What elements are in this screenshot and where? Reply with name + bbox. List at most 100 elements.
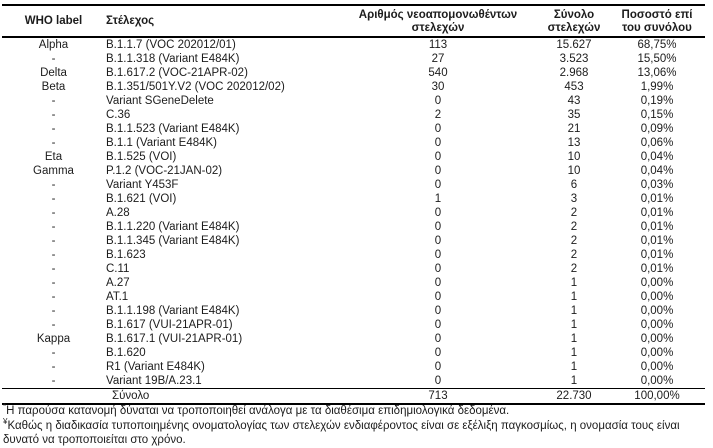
- who-label-cell: -: [51, 207, 56, 219]
- table-row: Kappa B.1.617.1 (VUI-21APR-01) 0 1 0,00%: [2, 332, 705, 346]
- table-row: - A.27 0 1 0,00%: [2, 276, 705, 290]
- percent-cell: 0,19%: [640, 95, 674, 107]
- footnote-2: ¥Καθώς η διαδικασία τυποποιημένης ονοματ…: [3, 416, 704, 448]
- table-footer: Σύνολο 713 22.730 100,00%: [2, 388, 705, 405]
- total-strains-cell: 10: [567, 151, 581, 163]
- new-isolates-cell: 0: [434, 123, 442, 135]
- col-header-total-line2: στελεχών: [547, 21, 601, 34]
- table-row: - C.36 2 35 0,15%: [2, 108, 705, 122]
- new-isolates-cell: 0: [434, 263, 442, 275]
- total-row-who-cell: [2, 388, 105, 405]
- table-header: WHO label Στέλεχος Αριθμός νεοαπομονωθέν…: [2, 4, 705, 38]
- strain-cell: B.1.623: [106, 249, 146, 261]
- percent-cell: 15,50%: [637, 53, 677, 65]
- footnote-2-text: Καθώς η διαδικασία τυποποιημένης ονοματο…: [3, 419, 680, 447]
- who-label-cell: -: [51, 277, 56, 289]
- who-label-cell: Eta: [44, 151, 63, 163]
- who-label-cell: -: [51, 375, 56, 387]
- percent-cell: 0,06%: [640, 137, 674, 149]
- footnotes: *Η παρούσα κατανομή δύναται να τροποποιη…: [3, 402, 704, 448]
- who-label-cell: -: [51, 347, 56, 359]
- col-header-strain: Στέλεχος: [105, 4, 337, 38]
- total-strains-cell: 21: [567, 123, 581, 135]
- who-label-cell: -: [51, 235, 56, 247]
- table-row: - C.11 0 2 0,01%: [2, 262, 705, 276]
- percent-cell: 0,00%: [640, 361, 674, 373]
- who-label-cell: -: [51, 263, 56, 275]
- percent-cell: 0,01%: [640, 249, 674, 261]
- strain-cell: C.11: [106, 263, 130, 275]
- new-isolates-cell: 0: [434, 291, 442, 303]
- percent-cell: 0,01%: [640, 235, 674, 247]
- total-strains-cell: 15.627: [556, 39, 592, 51]
- total-strains-cell: 1: [570, 361, 578, 373]
- total-strains-cell: 1: [570, 375, 578, 387]
- total-strains-cell: 2: [570, 235, 578, 247]
- col-header-who-label-text: WHO label: [24, 15, 83, 28]
- percent-cell: 13,06%: [637, 67, 677, 79]
- table-row: - B.1.1.523 (Variant E484K) 0 21 0,09%: [2, 122, 705, 136]
- total-strains-cell: 453: [564, 81, 584, 93]
- new-isolates-cell: 0: [434, 361, 442, 373]
- new-isolates-cell: 0: [434, 375, 442, 387]
- percent-cell: 0,01%: [640, 221, 674, 233]
- total-strains-cell: 35: [567, 109, 581, 121]
- variants-table: WHO label Στέλεχος Αριθμός νεοαπομονωθέν…: [2, 4, 705, 405]
- col-header-new-line2: στελεχών: [411, 21, 465, 34]
- who-label-cell: -: [51, 53, 56, 65]
- new-isolates-cell: 0: [434, 165, 442, 177]
- percent-cell: 1,99%: [640, 81, 674, 93]
- footnote-2-marker: ¥: [3, 416, 8, 426]
- table-row: - B.1.1 (Variant E484K) 0 13 0,06%: [2, 136, 705, 150]
- who-label-cell: Delta: [40, 67, 67, 79]
- who-label-cell: -: [51, 291, 56, 303]
- total-strains-cell: 1: [570, 277, 578, 289]
- strain-cell: Variant SGeneDelete: [106, 95, 214, 107]
- col-header-percent: Ποσοστό επί του συνόλου: [609, 4, 705, 38]
- strain-cell: B.1.1.345 (Variant E484K): [106, 235, 240, 247]
- percent-cell: 0,00%: [640, 347, 674, 359]
- percent-cell: 0,00%: [640, 319, 674, 331]
- col-header-pct-line1: Ποσοστό επί: [621, 9, 693, 21]
- who-label-cell: -: [51, 123, 56, 135]
- table-row: - B.1.617 (VUI-21APR-01) 0 1 0,00%: [2, 318, 705, 332]
- strain-cell: B.1.1.523 (Variant E484K): [106, 123, 240, 135]
- table-row: - Variant Y453F 0 6 0,03%: [2, 178, 705, 192]
- col-header-new-isolates: Αριθμός νεοαπομονωθέντων στελεχών: [337, 4, 539, 38]
- percent-cell: 0,00%: [640, 305, 674, 317]
- percent-cell: 0,00%: [640, 291, 674, 303]
- col-header-who-label: WHO label: [2, 4, 105, 38]
- new-isolates-cell: 540: [428, 67, 448, 79]
- footnote-1-text: Η παρούσα κατανομή δύναται να τροποποιηθ…: [6, 405, 510, 417]
- total-row-total: 22.730: [539, 388, 609, 405]
- who-label-cell: -: [51, 193, 56, 205]
- percent-cell: 0,01%: [640, 263, 674, 275]
- who-label-cell: Alpha: [38, 39, 69, 51]
- total-row-label: Σύνολο: [105, 388, 337, 405]
- table-row: - B.1.1.318 (Variant E484K) 27 3.523 15,…: [2, 52, 705, 66]
- total-strains-cell: 2: [570, 207, 578, 219]
- total-row-percent: 100,00%: [609, 388, 705, 405]
- total-strains-cell: 43: [567, 95, 581, 107]
- strain-cell: B.1.621 (VOI): [106, 193, 177, 205]
- percent-cell: 0,04%: [640, 165, 674, 177]
- table-row: - Variant 19B/A.23.1 0 1 0,00%: [2, 374, 705, 389]
- total-strains-cell: 1: [570, 347, 578, 359]
- col-header-total-strains: Σύνολο στελεχών: [539, 4, 609, 38]
- table-row: - B.1.1.345 (Variant E484K) 0 2 0,01%: [2, 234, 705, 248]
- strain-cell: C.36: [106, 109, 131, 121]
- percent-cell: 0,15%: [640, 109, 674, 121]
- total-strains-cell: 2: [570, 249, 578, 261]
- footnote-1-marker: *: [3, 402, 7, 412]
- total-strains-cell: 1: [570, 333, 578, 345]
- table-row: - AT.1 0 1 0,00%: [2, 290, 705, 304]
- strain-cell: AT.1: [106, 291, 129, 303]
- total-strains-cell: 2: [570, 221, 578, 233]
- col-header-pct-line2: του συνόλου: [622, 21, 692, 34]
- strain-cell: B.1.351/501Y.V2 (VOC 202012/02): [106, 81, 285, 93]
- who-label-cell: -: [51, 109, 56, 121]
- strain-cell: B.1.525 (VOI): [106, 151, 177, 163]
- table-row: Gamma P.1.2 (VOC-21JAN-02) 0 10 0,04%: [2, 164, 705, 178]
- new-isolates-cell: 0: [434, 249, 442, 261]
- total-strains-cell: 1: [570, 305, 578, 317]
